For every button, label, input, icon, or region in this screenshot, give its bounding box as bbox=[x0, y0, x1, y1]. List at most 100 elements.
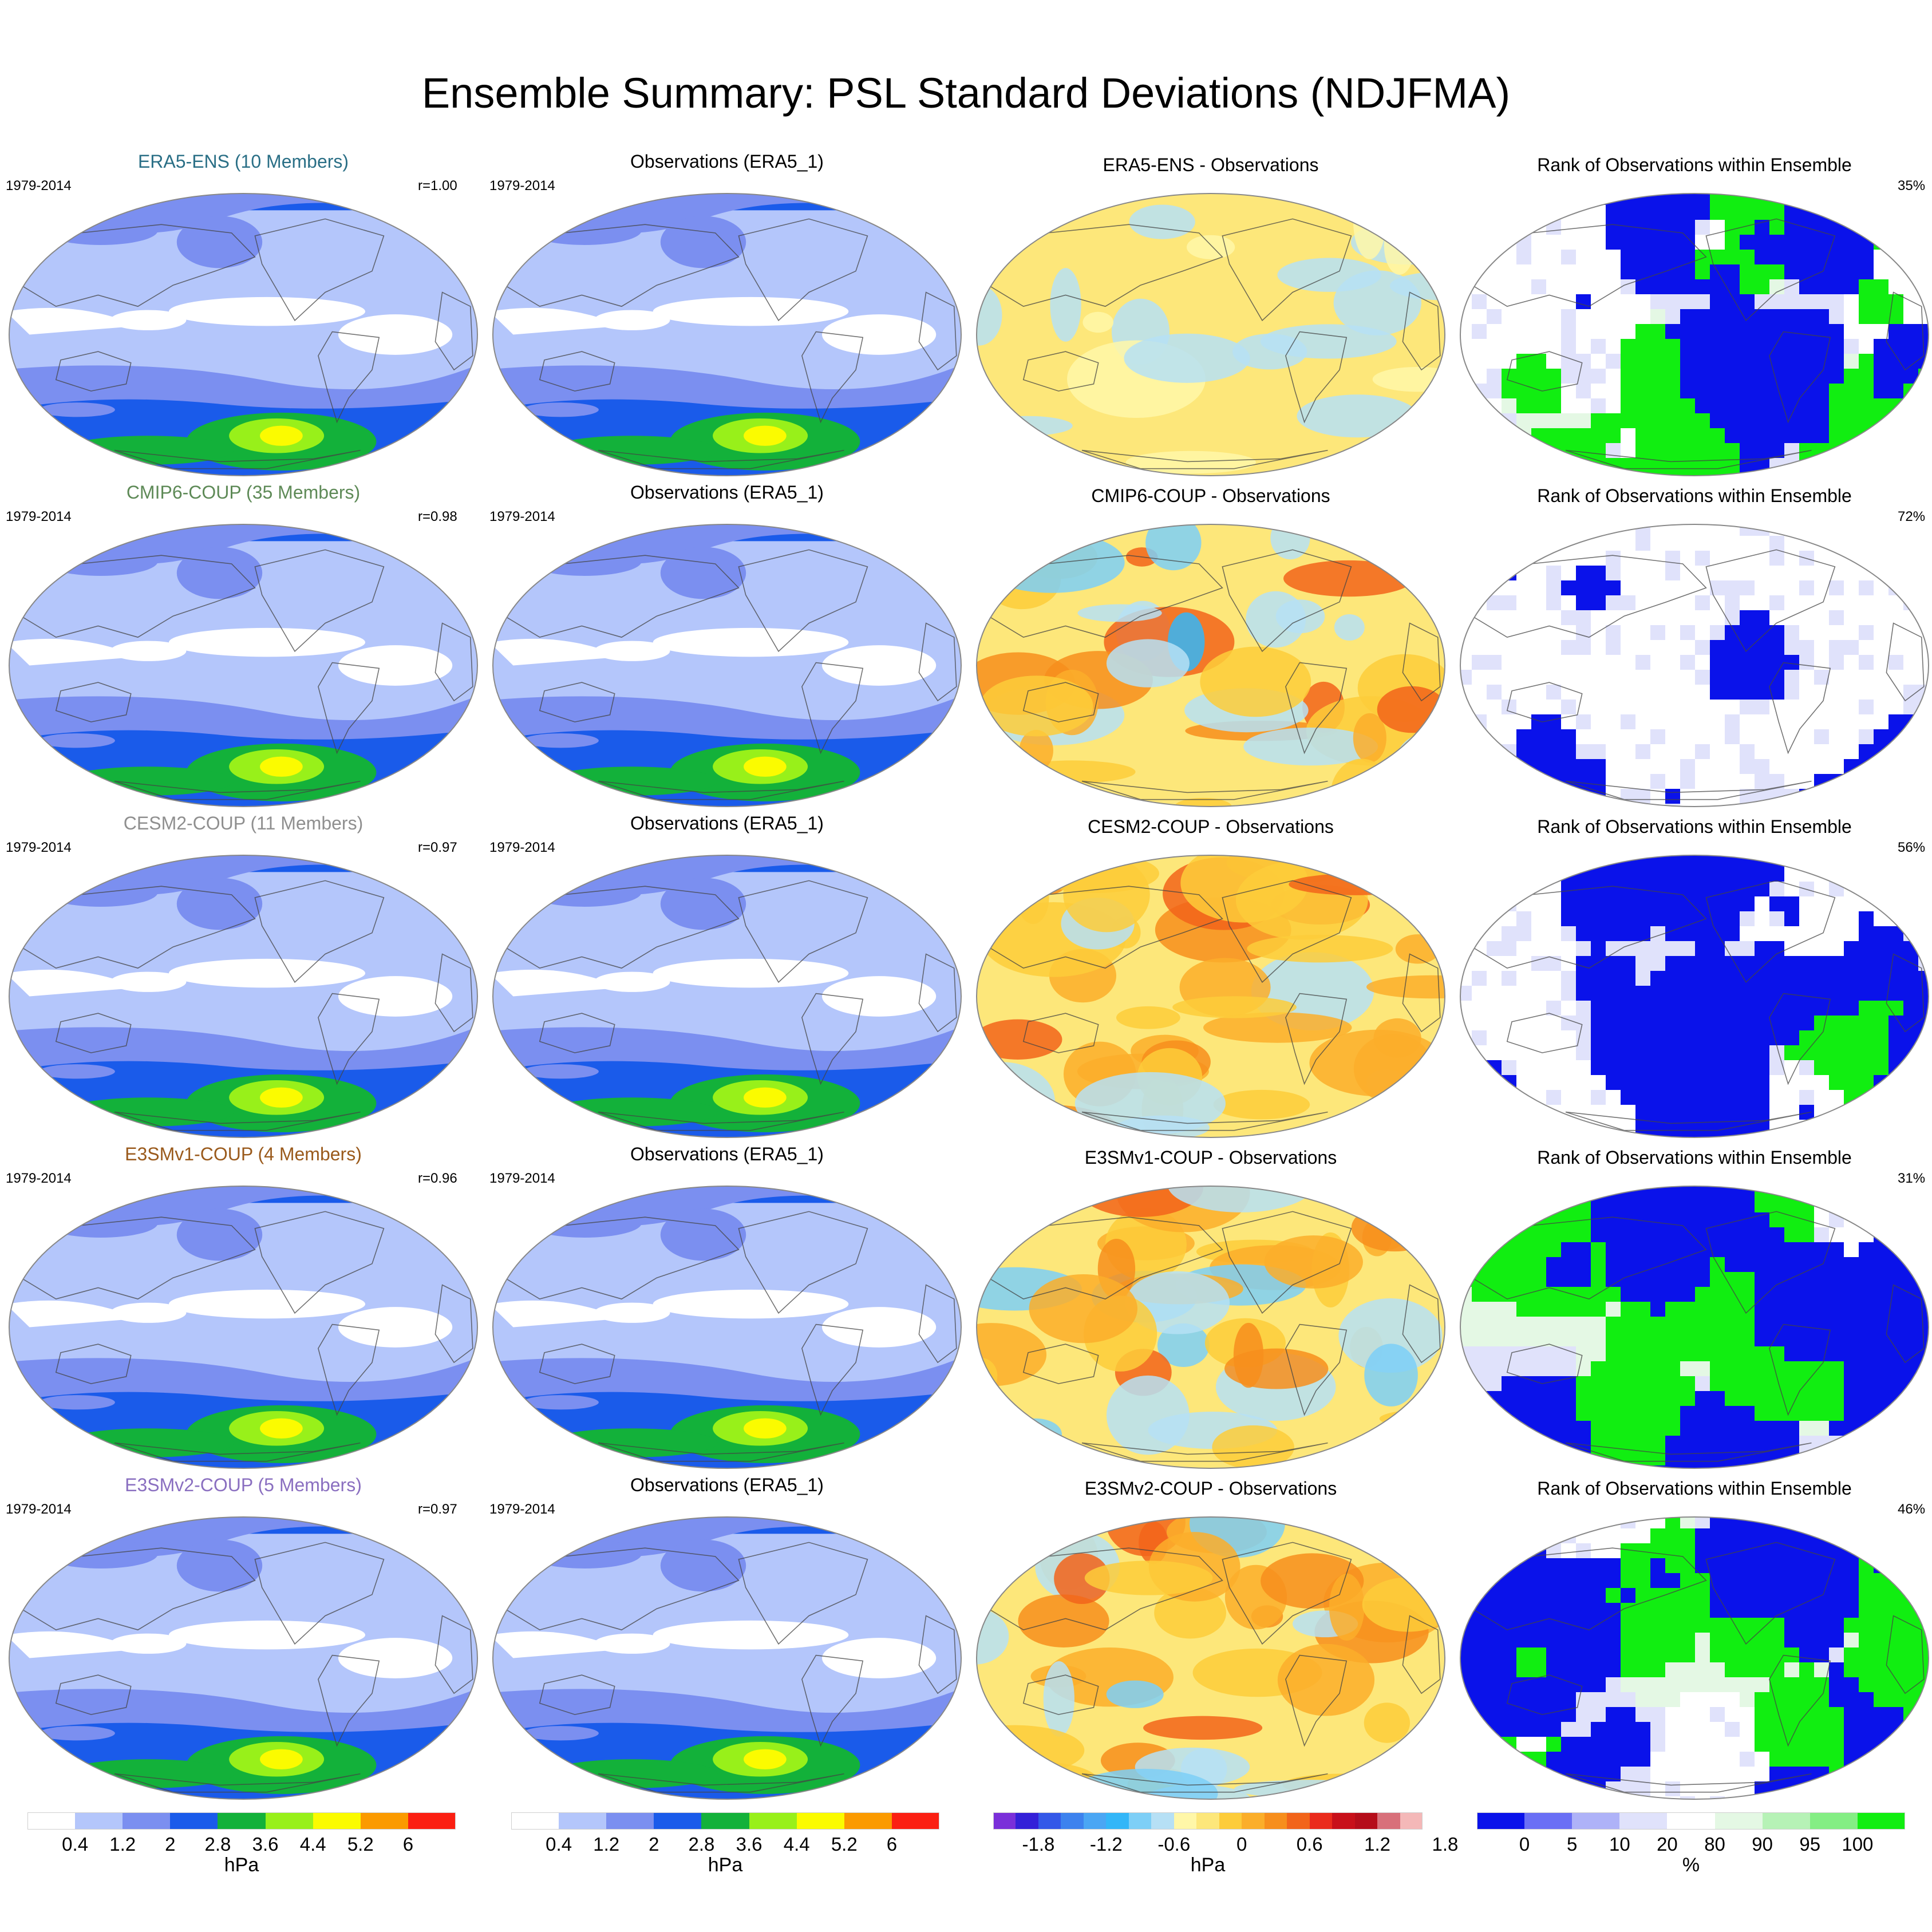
obs-std-map bbox=[489, 521, 965, 813]
model-std-map bbox=[6, 1183, 481, 1475]
coastline bbox=[918, 1615, 957, 1694]
rank-colorbar: 0 5 10 20 80 90 95 100% bbox=[1477, 1812, 1906, 1898]
coastline bbox=[801, 993, 864, 1085]
obs-std-map bbox=[489, 190, 965, 482]
coastline bbox=[434, 953, 473, 1033]
coastline bbox=[20, 555, 256, 638]
colorbar-tick-label: 10 bbox=[1609, 1834, 1630, 1855]
colorbar-swatch bbox=[170, 1812, 218, 1830]
colorbar-swatch bbox=[1287, 1812, 1310, 1830]
coastline bbox=[1471, 555, 1707, 638]
coastline bbox=[539, 1674, 615, 1715]
model-std-map-svg bbox=[9, 193, 478, 476]
coastline bbox=[254, 549, 385, 653]
correlation-label: r=1.00 bbox=[418, 178, 457, 193]
coastline bbox=[1222, 218, 1352, 322]
colorbar-swatch bbox=[218, 1812, 266, 1830]
colorbar-tick-label: 5 bbox=[1567, 1834, 1578, 1855]
model-std-map bbox=[6, 190, 481, 482]
colorbar-swatch bbox=[1038, 1812, 1061, 1830]
colorbar-tick-label: 80 bbox=[1704, 1834, 1725, 1855]
colorbar-swatch bbox=[75, 1812, 123, 1830]
rank-panel-title: Rank of Observations within Ensemble bbox=[1537, 485, 1852, 506]
coastline bbox=[504, 224, 740, 307]
coastline bbox=[504, 1547, 740, 1631]
period-label: 1979-2014 bbox=[489, 1502, 555, 1517]
coastline bbox=[918, 1284, 957, 1364]
colorbar-tick-label: 0.4 bbox=[62, 1834, 89, 1855]
coastline bbox=[1769, 1323, 1831, 1416]
map-boundary bbox=[1460, 855, 1929, 1138]
coastline bbox=[1506, 1674, 1583, 1715]
map-boundary bbox=[9, 193, 478, 476]
diff-panel-title: CESM2-COUP - Observations bbox=[1088, 816, 1334, 837]
map-boundary bbox=[492, 524, 962, 807]
colorbar-swatch bbox=[1524, 1812, 1573, 1830]
period-label: 1979-2014 bbox=[6, 1502, 72, 1517]
colorbar-swatch bbox=[123, 1812, 171, 1830]
period-label: 1979-2014 bbox=[489, 1171, 555, 1186]
rank-map bbox=[1457, 852, 1932, 1144]
colorbar-tick-label: 5.2 bbox=[347, 1834, 374, 1855]
obs-std-map bbox=[489, 1183, 965, 1475]
colorbar-swatch bbox=[1196, 1812, 1220, 1830]
diff-panel-title: E3SMv1-COUP - Observations bbox=[1084, 1147, 1337, 1168]
coastline bbox=[1705, 1211, 1836, 1314]
colorbar-swatch bbox=[1332, 1812, 1356, 1830]
model-panel-title: CMIP6-COUP (35 Members) bbox=[126, 482, 361, 503]
colorbar-unit-label: hPa bbox=[224, 1854, 259, 1876]
coastline bbox=[1471, 1547, 1707, 1631]
colorbar-swatch bbox=[1309, 1812, 1333, 1830]
std-colorbar: 0.4 1.2 2 2.8 3.6 4.4 5.2 6 hPa bbox=[27, 1812, 456, 1898]
colorbar-swatch bbox=[1714, 1812, 1763, 1830]
coastline bbox=[55, 1013, 132, 1053]
coastline bbox=[1402, 622, 1441, 702]
coastline bbox=[1705, 880, 1836, 983]
obs-std-map-svg bbox=[492, 1516, 962, 1800]
coastline bbox=[738, 1211, 868, 1314]
colorbar-tick-label: 4.4 bbox=[299, 1834, 326, 1855]
colorbar-swatch bbox=[1151, 1812, 1175, 1830]
obs-panel-title: Observations (ERA5_1) bbox=[630, 813, 824, 833]
diff-colorbar: -1.8 -1.2 -0.6 0 0.6 1.2 1.8 hPa bbox=[993, 1812, 1458, 1898]
colorbar-frame bbox=[1477, 1812, 1905, 1830]
coastline bbox=[539, 1344, 615, 1384]
coastline bbox=[918, 953, 957, 1033]
model-std-map-svg bbox=[9, 524, 478, 807]
colorbar-tick-label: 3.6 bbox=[252, 1834, 279, 1855]
diff-map bbox=[973, 190, 1448, 482]
period-label: 1979-2014 bbox=[489, 840, 555, 855]
colorbar-tick-label: 100 bbox=[1842, 1834, 1874, 1855]
period-label: 1979-2014 bbox=[6, 178, 72, 193]
coastline bbox=[20, 1547, 256, 1631]
colorbar-swatch bbox=[313, 1812, 361, 1830]
coastline bbox=[801, 1323, 864, 1416]
diff-map bbox=[973, 521, 1448, 813]
model-std-map bbox=[6, 1514, 481, 1805]
coastline bbox=[1705, 218, 1836, 322]
rank-map-svg bbox=[1460, 193, 1929, 476]
coastline bbox=[1022, 682, 1099, 722]
coastline bbox=[1506, 351, 1583, 392]
colorbar-frame bbox=[511, 1812, 939, 1830]
coastline bbox=[20, 886, 256, 969]
coastline bbox=[918, 622, 957, 702]
map-boundary bbox=[1460, 524, 1929, 807]
rank-panel-title: Rank of Observations within Ensemble bbox=[1537, 1147, 1852, 1168]
coastline bbox=[254, 218, 385, 322]
colorbar-swatch bbox=[1016, 1812, 1039, 1830]
model-std-map-svg bbox=[9, 855, 478, 1138]
colorbar-swatch bbox=[1174, 1812, 1197, 1830]
coastline bbox=[1886, 291, 1925, 371]
colorbar-tick-label: 1.8 bbox=[1432, 1834, 1459, 1855]
diff-map-svg bbox=[976, 524, 1445, 807]
colorbar-swatch bbox=[1264, 1812, 1287, 1830]
colorbar-swatch bbox=[1377, 1812, 1401, 1830]
coastline bbox=[1471, 1216, 1707, 1300]
coastline bbox=[55, 682, 132, 722]
coastline bbox=[738, 880, 868, 983]
coastline bbox=[318, 1654, 380, 1747]
coastline bbox=[434, 622, 473, 702]
colorbar-swatch bbox=[1242, 1812, 1265, 1830]
coastline bbox=[1506, 682, 1583, 722]
